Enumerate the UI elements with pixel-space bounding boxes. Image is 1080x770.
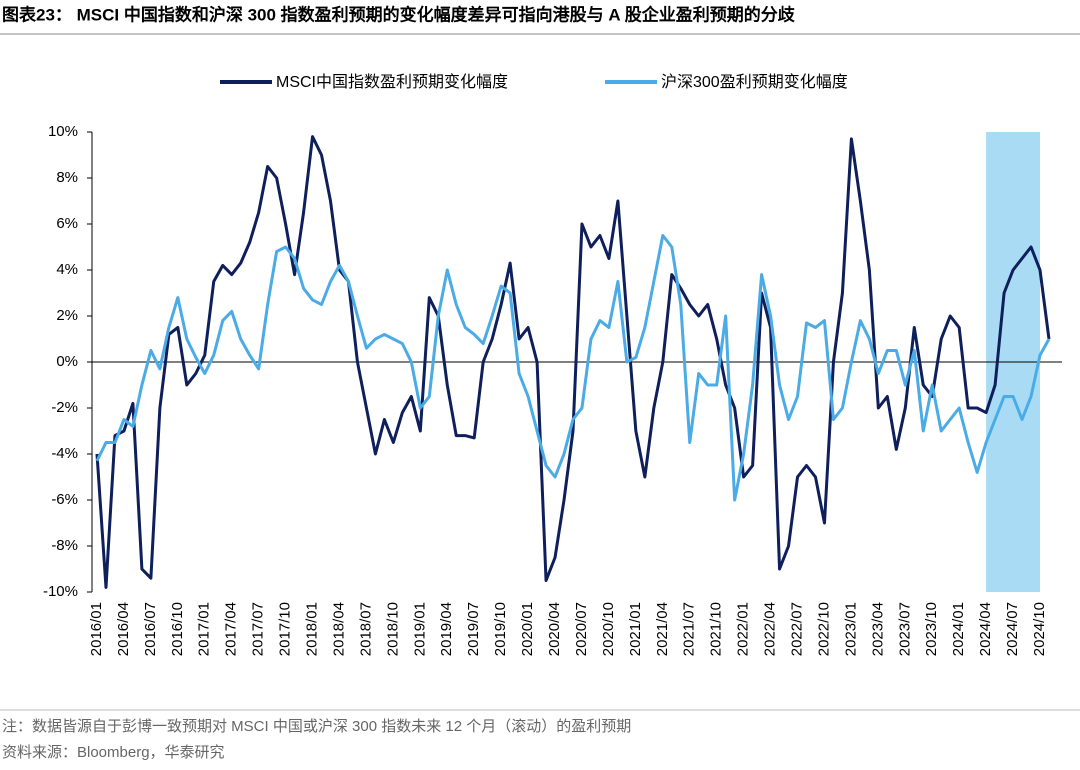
x-tick-label: 2022/01 — [735, 602, 752, 656]
x-tick-label: 2022/10 — [815, 602, 832, 656]
legend-label: MSCI中国指数盈利预期变化幅度 — [276, 73, 508, 91]
x-tick-label: 2018/01 — [304, 602, 321, 656]
x-tick-label: 2017/07 — [250, 602, 267, 656]
x-tick-label: 2022/07 — [788, 602, 805, 656]
x-tick-label: 2020/04 — [546, 602, 563, 656]
source: 资料来源：Bloomberg，华泰研究 — [2, 744, 225, 761]
x-tick-label: 2018/07 — [357, 602, 374, 656]
x-tick-label: 2022/04 — [762, 602, 779, 656]
y-tick-label: -2% — [51, 399, 78, 416]
x-tick-label: 2019/10 — [492, 602, 509, 656]
x-tick-label: 2023/07 — [896, 602, 913, 656]
x-tick-label: 2018/04 — [330, 602, 347, 656]
y-tick-label: 4% — [56, 261, 78, 278]
series-line — [95, 135, 1051, 589]
x-tick-label: 2024/10 — [1031, 602, 1048, 656]
x-tick-label: 2016/01 — [88, 602, 105, 656]
x-tick-label: 2024/01 — [950, 602, 967, 656]
series-line — [95, 234, 1051, 502]
x-tick-label: 2019/04 — [438, 602, 455, 656]
y-tick-label: -10% — [43, 583, 78, 600]
x-tick-label: 2024/04 — [977, 602, 994, 656]
x-tick-label: 2016/07 — [142, 602, 159, 656]
x-tick-label: 2017/04 — [223, 602, 240, 656]
x-tick-label: 2019/01 — [411, 602, 428, 656]
y-tick-label: -8% — [51, 537, 78, 554]
chart-title: 图表23： MSCI 中国指数和沪深 300 指数盈利预期的变化幅度差异可指向港… — [2, 4, 796, 24]
x-tick-label: 2019/07 — [465, 602, 482, 656]
y-tick-label: 0% — [56, 353, 78, 370]
footnote: 注：数据皆源自于彭博一致预期对 MSCI 中国或沪深 300 指数未来 12 个… — [2, 718, 631, 735]
x-tick-label: 2017/01 — [196, 602, 213, 656]
x-tick-label: 2016/10 — [169, 602, 186, 656]
y-tick-label: 10% — [48, 123, 78, 140]
y-tick-label: 8% — [56, 169, 78, 186]
y-tick-label: 6% — [56, 215, 78, 232]
x-tick-label: 2021/10 — [708, 602, 725, 656]
legend-label: 沪深300盈利预期变化幅度 — [661, 73, 848, 91]
x-tick-label: 2020/01 — [519, 602, 536, 656]
y-tick-label: 2% — [56, 307, 78, 324]
x-tick-label: 2021/01 — [627, 602, 644, 656]
x-tick-label: 2017/10 — [277, 602, 294, 656]
x-tick-label: 2021/07 — [681, 602, 698, 656]
x-tick-label: 2018/10 — [384, 602, 401, 656]
x-tick-label: 2016/04 — [115, 602, 132, 656]
y-tick-label: -4% — [51, 445, 78, 462]
x-tick-label: 2024/07 — [1004, 602, 1021, 656]
x-tick-label: 2021/04 — [654, 602, 671, 656]
x-tick-label: 2023/01 — [842, 602, 859, 656]
y-tick-label: -6% — [51, 491, 78, 508]
x-tick-label: 2020/07 — [573, 602, 590, 656]
x-tick-label: 2023/04 — [869, 602, 886, 656]
x-tick-label: 2020/10 — [600, 602, 617, 656]
x-tick-label: 2023/10 — [923, 602, 940, 656]
